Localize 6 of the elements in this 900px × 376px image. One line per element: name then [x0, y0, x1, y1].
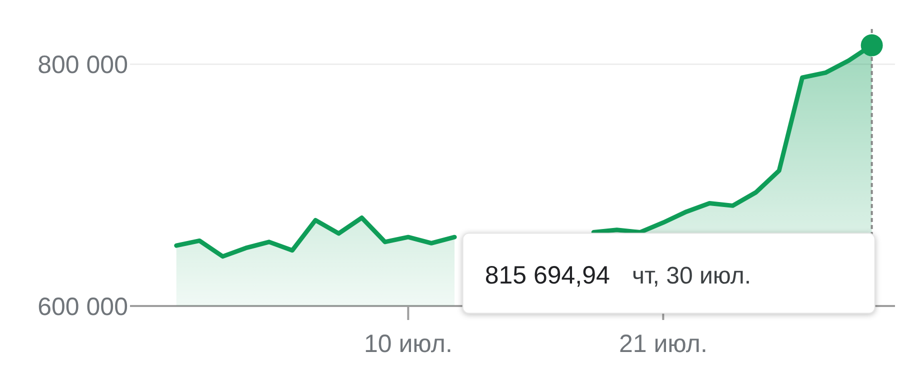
x-tick-label: 21 июл. [618, 330, 708, 358]
y-tick-label: 800 000 [38, 51, 128, 80]
y-tick-label: 600 000 [38, 292, 128, 321]
annotation: чт, 30 июл. [632, 262, 752, 290]
x-tick-label: 10 июл. [364, 330, 452, 358]
annotation: 815 694,94 [484, 261, 610, 290]
